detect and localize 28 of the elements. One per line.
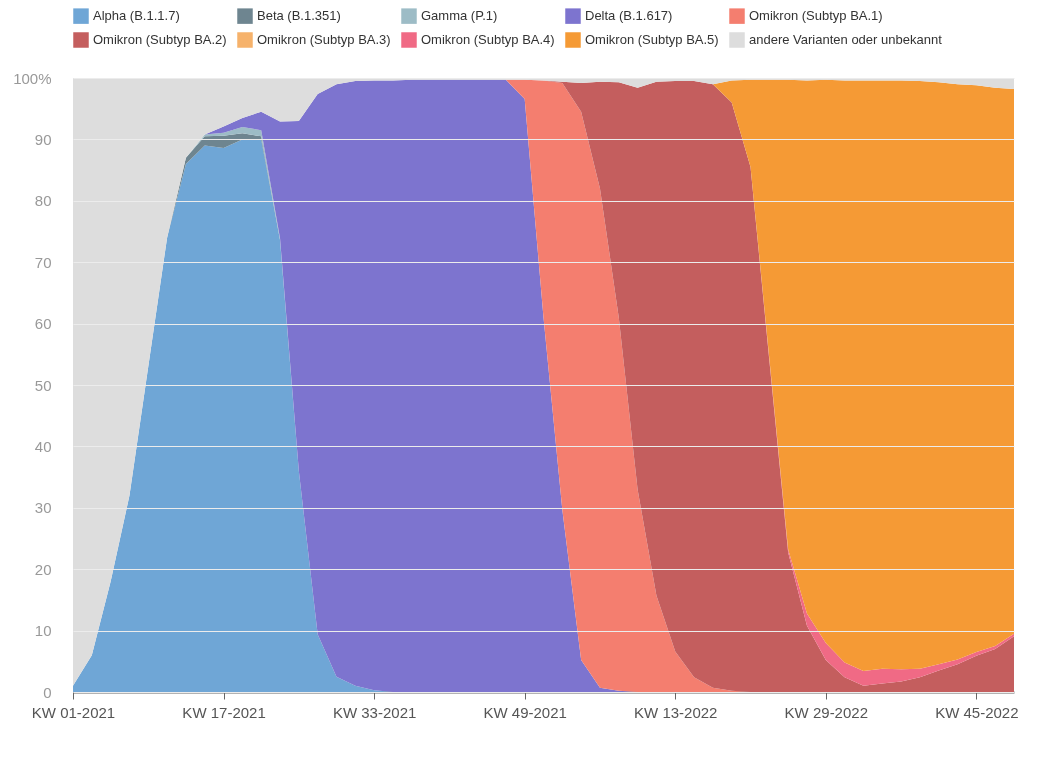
y-tick-label: 10 xyxy=(34,622,52,640)
legend-label: Omikron (Subtyp BA.3) xyxy=(257,32,391,47)
y-tick-label: 50 xyxy=(34,376,52,394)
legend-label: Beta (B.1.351) xyxy=(257,8,341,24)
x-tick-label: KW 17-2021 xyxy=(182,703,266,721)
y-tick-label: 20 xyxy=(34,560,52,578)
legend-label: Gamma (P.1) xyxy=(421,8,498,24)
y-tick-label: 100% xyxy=(13,69,52,87)
y-tick-label: 30 xyxy=(34,499,52,517)
y-tick-label: 70 xyxy=(34,253,52,271)
legend-label: Alpha (B.1.1.7) xyxy=(93,8,180,24)
x-tick-label: KW 49-2021 xyxy=(483,703,567,721)
legend-label: Omikron (Subtyp BA.4) xyxy=(421,32,555,47)
x-tick-label: KW 45-2022 xyxy=(935,703,1019,721)
x-tick-label: KW 01-2021 xyxy=(31,703,116,721)
y-tick-label: 90 xyxy=(34,130,52,148)
y-tick-label: 0 xyxy=(43,683,52,701)
legend-label: Omikron (Subtyp BA.1) xyxy=(749,8,883,24)
legend-label: andere Varianten oder unbekannt xyxy=(749,32,943,47)
y-tick-label: 60 xyxy=(34,315,52,333)
y-tick-label: 80 xyxy=(34,192,52,210)
x-tick-label: KW 29-2022 xyxy=(784,703,868,721)
x-tick-label: KW 13-2022 xyxy=(634,703,718,721)
legend-label: Delta (B.1.617) xyxy=(585,8,673,24)
legend-label: Omikron (Subtyp BA.5) xyxy=(585,32,719,47)
x-tick-label: KW 33-2021 xyxy=(332,703,417,721)
y-tick-label: 40 xyxy=(34,437,52,455)
legend-label: Omikron (Subtyp BA.2) xyxy=(93,32,227,47)
